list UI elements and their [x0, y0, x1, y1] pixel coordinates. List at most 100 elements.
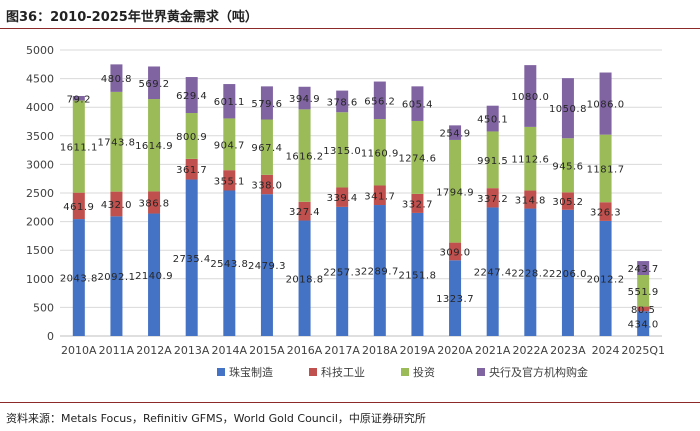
bar-segment [185, 77, 198, 114]
data-label: 339.4 [327, 193, 358, 204]
bar-segment [449, 242, 462, 261]
data-label: 1616.2 [286, 152, 324, 163]
x-tick-label: 2020A [437, 344, 473, 357]
bar-segment [486, 131, 499, 189]
bar-segment [223, 84, 236, 119]
bar-segment [336, 206, 349, 336]
bar-segment [148, 66, 161, 100]
data-label: 904.7 [214, 140, 245, 151]
data-label: 2228.2 [511, 268, 549, 279]
y-tick-label: 3000 [26, 158, 54, 171]
bar-segment [373, 119, 386, 186]
bar-segment [336, 90, 349, 113]
y-tick-label: 0 [47, 330, 54, 343]
data-label: 80.5 [631, 305, 655, 316]
data-label: 1274.6 [398, 153, 436, 164]
legend-label: 央行及官方机构购金 [489, 365, 588, 379]
bar-segment [411, 212, 424, 336]
data-label: 309.0 [439, 247, 470, 258]
bar-segment [72, 100, 85, 193]
data-label: 2247.4 [474, 268, 512, 279]
data-label: 2543.8 [210, 259, 248, 270]
data-label: 1112.6 [511, 155, 549, 166]
data-label: 605.4 [402, 100, 433, 111]
data-label: 569.2 [138, 79, 169, 90]
bar-segment [148, 99, 161, 192]
bar-segment [561, 209, 574, 336]
bar-segment [260, 119, 273, 175]
x-tick-label: 2010A [61, 344, 97, 357]
data-label: 1614.9 [135, 141, 173, 152]
legend-label: 投资 [413, 365, 435, 379]
data-label: 2092.1 [97, 272, 135, 283]
bar-segment [72, 219, 85, 336]
x-tick-label: 2021A [475, 344, 511, 357]
bar-segment [524, 208, 537, 336]
data-label: 2151.8 [398, 270, 436, 281]
data-label: 2735.4 [173, 254, 211, 265]
x-tick-label: 2023A [550, 344, 586, 357]
data-label: 394.9 [289, 94, 320, 105]
bar-segment [637, 311, 650, 336]
bar-segment [373, 185, 386, 206]
x-tick-label: 2013A [174, 344, 210, 357]
bar-segment [110, 191, 123, 217]
data-label: 551.9 [628, 287, 659, 298]
bar-segment [260, 86, 273, 120]
data-label: 314.8 [515, 196, 546, 207]
footer-divider [0, 402, 700, 403]
data-label: 305.2 [552, 197, 583, 208]
data-label: 629.4 [176, 91, 207, 102]
bar-segment [449, 260, 462, 336]
bar-segment [599, 134, 612, 203]
data-label: 461.9 [63, 202, 94, 213]
bar-segment [185, 158, 198, 180]
legend-label: 科技工业 [321, 365, 365, 379]
bar-segment [110, 91, 123, 192]
data-label: 1160.9 [361, 148, 399, 159]
y-tick-label: 1500 [26, 244, 54, 257]
bar-segment [637, 306, 650, 312]
legend-swatch [477, 368, 485, 376]
data-label: 991.5 [477, 156, 508, 167]
title-divider [0, 28, 700, 29]
bar-segment [298, 201, 311, 221]
data-label: 2479.3 [248, 261, 286, 272]
data-label: 243.7 [628, 264, 659, 275]
bar-segment [486, 105, 499, 132]
data-label: 945.6 [552, 161, 583, 172]
legend-label: 珠宝制造 [229, 365, 273, 379]
x-tick-label: 2016A [287, 344, 323, 357]
data-label: 1323.7 [436, 294, 474, 305]
data-label: 254.9 [439, 129, 470, 140]
page-title: 图36：2010-2025年世界黄金需求（吨） [6, 10, 258, 25]
data-label: 1086.0 [587, 100, 625, 111]
bar-segment [561, 78, 574, 139]
bar-segment [223, 118, 236, 171]
bar-segment [637, 275, 650, 307]
y-tick-label: 3500 [26, 130, 54, 143]
data-label: 2043.8 [60, 274, 98, 285]
y-tick-label: 5000 [26, 44, 54, 57]
x-tick-label: 2022A [513, 344, 549, 357]
bar-segment [599, 220, 612, 336]
bar-segment [486, 207, 499, 336]
data-label: 2257.3 [323, 267, 361, 278]
data-label: 378.6 [327, 97, 358, 108]
x-tick-label: 2019A [400, 344, 436, 357]
data-label: 361.7 [176, 165, 207, 176]
data-label: 1181.7 [587, 164, 625, 175]
source-note: 资料来源：Metals Focus，Refinitiv GFMS，World G… [6, 412, 426, 425]
bar-segment [411, 86, 424, 121]
bar-segment [524, 65, 537, 127]
x-tick-label: 2024 [592, 344, 620, 357]
data-label: 434.0 [628, 320, 659, 331]
bar-segment [524, 126, 537, 191]
bar-segment [298, 109, 311, 202]
bar-segment [260, 174, 273, 195]
data-label: 1794.9 [436, 187, 474, 198]
y-tick-label: 1000 [26, 273, 54, 286]
bar-segment [110, 64, 123, 92]
data-label: 341.7 [364, 191, 395, 202]
x-tick-label: 2025Q1 [621, 344, 665, 357]
